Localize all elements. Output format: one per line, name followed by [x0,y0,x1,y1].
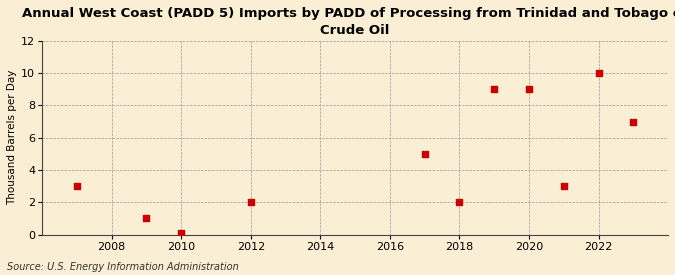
Point [558,184,569,188]
Point [593,71,604,75]
Point [176,231,187,235]
Point [454,200,465,205]
Point [628,119,639,124]
Title: Annual West Coast (PADD 5) Imports by PADD of Processing from Trinidad and Tobag: Annual West Coast (PADD 5) Imports by PA… [22,7,675,37]
Point [72,184,82,188]
Point [524,87,535,92]
Y-axis label: Thousand Barrels per Day: Thousand Barrels per Day [7,70,17,205]
Point [141,216,152,221]
Text: Source: U.S. Energy Information Administration: Source: U.S. Energy Information Administ… [7,262,238,272]
Point [419,152,430,156]
Point [489,87,500,92]
Point [246,200,256,205]
